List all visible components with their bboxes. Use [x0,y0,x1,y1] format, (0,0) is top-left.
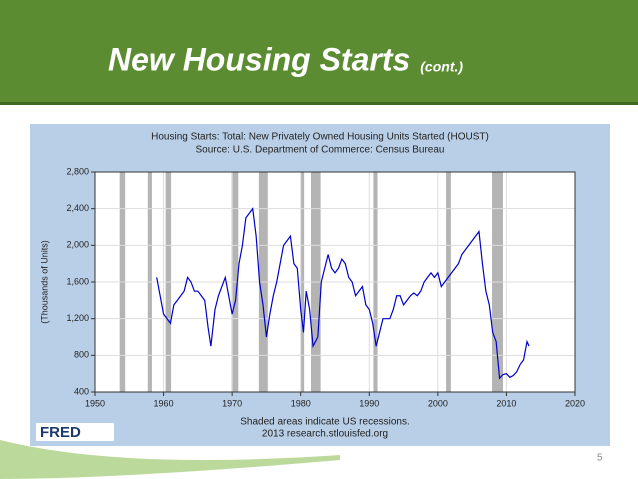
chart-subtitle: Source: U.S. Department of Commerce: Cen… [196,145,445,156]
note: 2013 research.stlouisfed.org [262,429,388,440]
x-tick-label: 1990 [359,398,379,408]
x-tick-label: 2020 [565,398,585,408]
slide-title: New Housing Starts [108,41,410,77]
y-axis-label: (Thousands of Units) [39,240,49,324]
y-tick-label: 1,200 [66,313,89,323]
header-edge [0,102,638,105]
x-tick-label: 1950 [85,398,105,408]
y-tick-label: 800 [74,350,89,360]
header-bar [0,0,638,105]
x-tick-label: 1980 [291,398,311,408]
y-tick-label: 2,400 [66,203,89,213]
logo-box [36,423,114,441]
y-tick-label: 1,600 [66,276,89,286]
x-tick-label: 2010 [496,398,516,408]
decoration [0,440,340,479]
y-tick-label: 2,000 [66,240,89,250]
y-tick-label: 2,800 [66,166,89,176]
x-tick-label: 1970 [222,398,242,408]
logo: FRED [40,424,81,441]
slide-title-suffix: (cont.) [420,59,463,75]
data-line [156,207,530,380]
plot-frame [94,171,576,393]
x-tick-label: 1960 [154,398,174,408]
note: Shaded areas indicate US recessions. [240,417,410,428]
x-tick-label: 2000 [428,398,448,408]
chart-title: Housing Starts: Total: New Privately Own… [151,132,489,143]
y-tick-label: 400 [74,386,89,396]
page-number: 5 [597,453,603,464]
